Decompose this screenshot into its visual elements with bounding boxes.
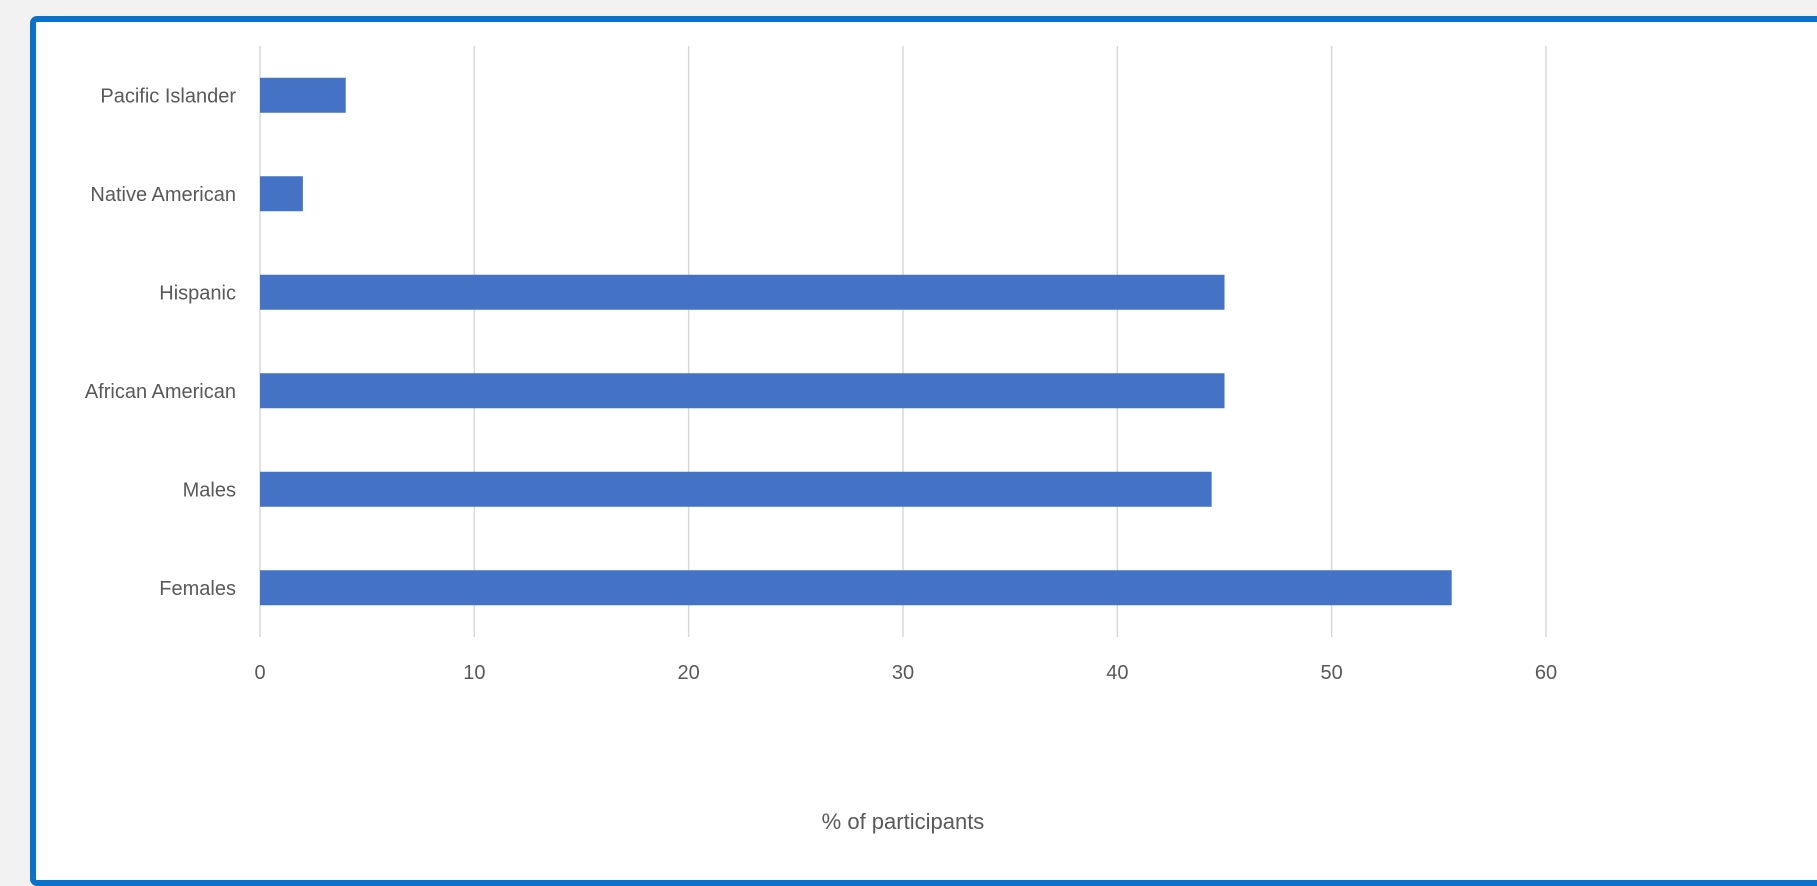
- bar-hispanic: [260, 274, 1225, 310]
- x-tick-label: 30: [892, 662, 914, 684]
- category-labels: Pacific Islander Native American Hispanic A…: [85, 85, 237, 600]
- category-label: Males: [183, 479, 236, 501]
- bar-females: [260, 570, 1452, 606]
- x-tick-label: 20: [678, 662, 700, 684]
- bar-males: [260, 471, 1212, 507]
- chart-frame: [30, 16, 1817, 886]
- x-tick-label: 0: [254, 662, 265, 684]
- category-label: Native American: [90, 184, 236, 206]
- bar-native-american: [260, 176, 303, 212]
- x-tick-label: 60: [1535, 662, 1557, 684]
- x-tick-labels: 0 10 20 30 40 50 60: [254, 662, 1557, 684]
- x-tick-label: 50: [1321, 662, 1343, 684]
- category-label: Females: [159, 578, 236, 600]
- gridlines: [259, 46, 1547, 637]
- category-label: Pacific Islander: [100, 85, 236, 107]
- bar-african-american: [260, 373, 1225, 409]
- category-label: Hispanic: [159, 282, 236, 304]
- x-tick-label: 10: [463, 662, 485, 684]
- bars: [260, 77, 1452, 606]
- category-label: African American: [85, 381, 236, 403]
- x-axis-title: % of participants: [822, 809, 985, 834]
- bar-pacific-islander: [260, 77, 346, 113]
- x-tick-label: 40: [1106, 662, 1128, 684]
